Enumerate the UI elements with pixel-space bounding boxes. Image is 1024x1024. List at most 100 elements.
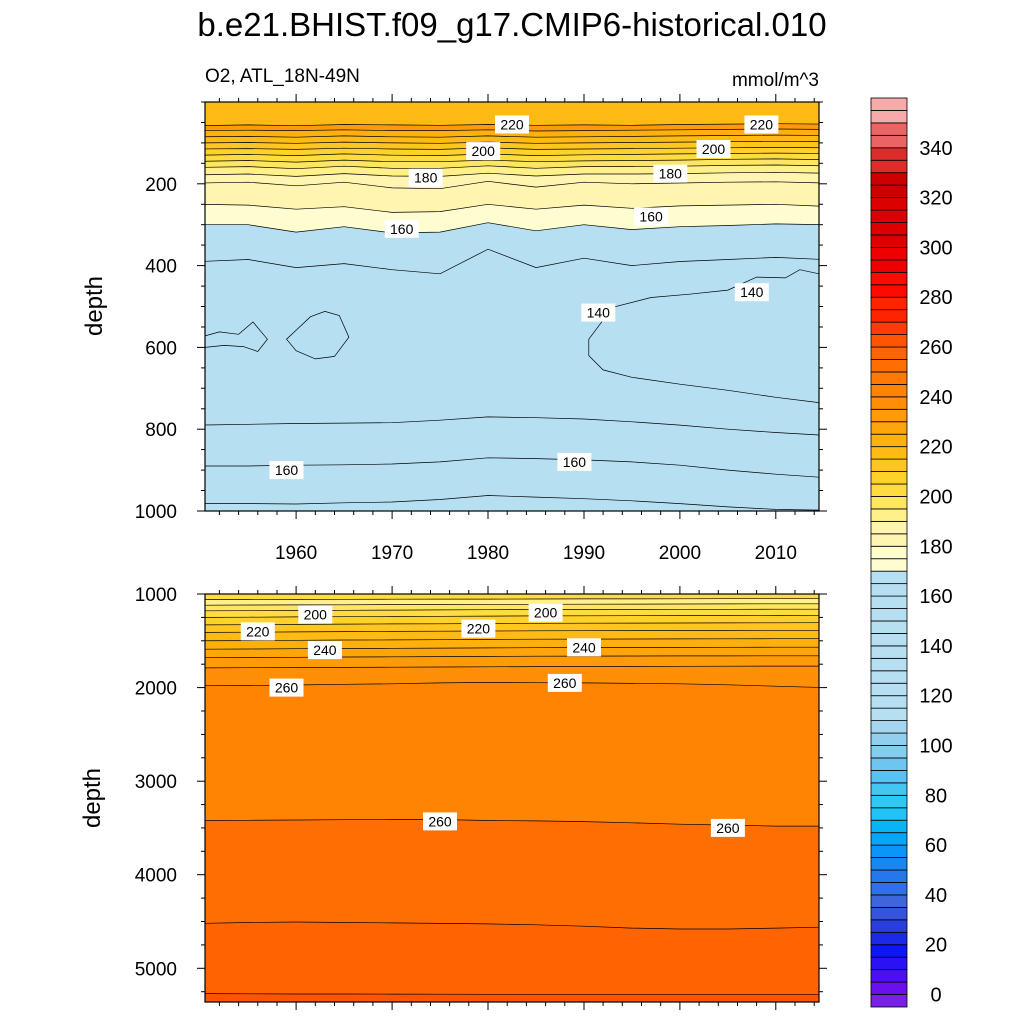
top-contour-label-1: 220 — [744, 115, 779, 134]
colorbar-box-46 — [870, 421, 908, 435]
top-y-tick-label-600: 600 — [145, 338, 177, 359]
top-contour-line-9 — [205, 180, 819, 190]
bottom-y-axis-label: depth — [79, 768, 106, 828]
bot-contour-label-text-3: 220 — [467, 621, 491, 637]
colorbar-box-17 — [870, 782, 908, 796]
colorbar-box-12 — [870, 844, 908, 858]
colorbar-box-40 — [870, 496, 908, 510]
colorbar-box-35 — [870, 558, 908, 572]
colorbar-label-0: 0 — [930, 985, 941, 1007]
colorbar-box-37 — [870, 533, 908, 547]
colorbar-box-45 — [870, 433, 908, 448]
colorbar-box-27 — [870, 657, 908, 672]
colorbar-box-70 — [870, 122, 908, 136]
top-x-tick-label-1980: 1980 — [467, 543, 509, 564]
colorbar-label-100: 100 — [919, 736, 952, 758]
bottom-plot-frame — [204, 593, 820, 1003]
top-contour-label-9: 140 — [734, 283, 769, 302]
top-axis-ticks: 1960 1970 1980 1990 2000 2010 200 400 600 800 1000 — [135, 94, 827, 564]
bot-contour-label-text-5: 240 — [572, 639, 596, 655]
top-contour-label-text-8: 140 — [587, 305, 611, 321]
colorbar-box-1 — [870, 981, 908, 995]
colorbar-label-20: 20 — [925, 935, 947, 957]
bot-contour-label-5: 240 — [567, 638, 601, 657]
bot-contour-label-6: 260 — [269, 678, 304, 697]
bot-contour-label-4: 240 — [307, 641, 342, 660]
colorbar-box-4 — [870, 944, 908, 958]
colorbar-box-50 — [870, 371, 908, 385]
bot-contour-label-text-9: 260 — [716, 820, 740, 836]
top-contour-label-box-10 — [269, 461, 304, 480]
colorbar-box-43 — [870, 458, 908, 472]
colorbar-box-10 — [870, 869, 908, 883]
bot-contour-line-1 — [205, 603, 819, 606]
colorbar-box-71 — [870, 110, 908, 124]
bot-contour-label-box-1 — [528, 603, 563, 622]
bot-contour-line-6 — [205, 638, 819, 642]
top-y-tick-label-1000: 1000 — [135, 502, 177, 523]
colorbar-label-180: 180 — [919, 536, 952, 558]
colorbar-box-41 — [870, 483, 908, 497]
top-contour-label-text-4: 180 — [414, 170, 438, 186]
colorbar-box-24 — [870, 695, 908, 709]
bot-contour-label-box-6 — [269, 678, 304, 697]
colorbar-box-48 — [870, 396, 908, 410]
top-contour-label-text-2: 200 — [472, 143, 496, 159]
colorbar-label-200: 200 — [919, 487, 952, 509]
top-y-tick-label-200: 200 — [145, 175, 177, 196]
bot-contour-label-3: 220 — [461, 619, 496, 638]
colorbar-box-16 — [870, 794, 908, 809]
bot-contour-label-box-9 — [710, 818, 745, 837]
bot-contour-line-10 — [205, 682, 819, 688]
colorbar-box-42 — [870, 471, 908, 485]
colorbar-box-30 — [870, 620, 908, 634]
colorbar-box-57 — [870, 284, 908, 298]
bottom-axis-ticks: 1000 2000 3000 4000 5000 — [135, 585, 827, 1010]
colorbar-box-56 — [870, 296, 908, 311]
colorbar-box-5 — [870, 931, 908, 946]
top-contour-line-10 — [205, 203, 819, 213]
top-contour-label-0: 220 — [495, 115, 529, 134]
top-contour-label-box-3 — [696, 140, 731, 158]
top-contour-line-2 — [205, 134, 819, 138]
colorbar-box-31 — [870, 608, 908, 622]
top-contour-line-15 — [205, 495, 819, 511]
colorbar-box-26 — [870, 670, 908, 684]
top-contour-label-text-7: 160 — [639, 209, 663, 225]
colorbar-box-13 — [870, 832, 908, 846]
colorbar-box-18 — [870, 770, 908, 784]
bottom-contour-fills — [205, 598, 819, 1002]
top-contour-fills — [205, 123, 819, 511]
colorbar-box-25 — [870, 682, 908, 697]
bot-contour-line-13 — [205, 993, 819, 995]
top-contour-label-text-3: 200 — [702, 141, 726, 157]
bot-contour-line-9 — [205, 665, 819, 669]
colorbar-box-6 — [870, 919, 908, 933]
top-contour-label-box-7 — [634, 207, 669, 226]
top-contour-label-text-6: 160 — [390, 221, 414, 237]
top-contour-label-text-9: 140 — [740, 284, 764, 300]
colorbar-label-240: 240 — [919, 387, 952, 409]
colorbar-box-39 — [870, 508, 908, 522]
top-contour-label-text-10: 160 — [275, 462, 299, 478]
top-contour-label-10: 160 — [269, 461, 304, 480]
colorbar-label-320: 320 — [919, 188, 952, 210]
top-contour-label-text-1: 220 — [750, 117, 774, 133]
colorbar-box-54 — [870, 321, 908, 335]
bot-contour-label-0: 200 — [298, 605, 333, 624]
top-panel-title: O2, ATL_18N-49N — [205, 66, 360, 87]
bot-contour-line-7 — [205, 646, 819, 650]
bot-contour-label-box-3 — [461, 619, 496, 638]
top-contour-label-text-0: 220 — [500, 117, 524, 133]
bot-contour-label-text-7: 260 — [553, 675, 577, 691]
top-y-axis-label: depth — [81, 276, 108, 336]
bottom-contour-lines — [205, 598, 819, 995]
top-contour-label-7: 160 — [634, 207, 669, 226]
top-contour-line-7 — [205, 164, 819, 170]
bot-contour-label-box-8 — [423, 812, 457, 831]
colorbar-box-44 — [870, 446, 908, 460]
bot-contour-label-box-4 — [307, 641, 342, 660]
top-x-tick-label-1960: 1960 — [275, 543, 317, 564]
bot-contour-label-box-7 — [547, 673, 582, 692]
bot-contour-label-box-2 — [240, 622, 275, 641]
